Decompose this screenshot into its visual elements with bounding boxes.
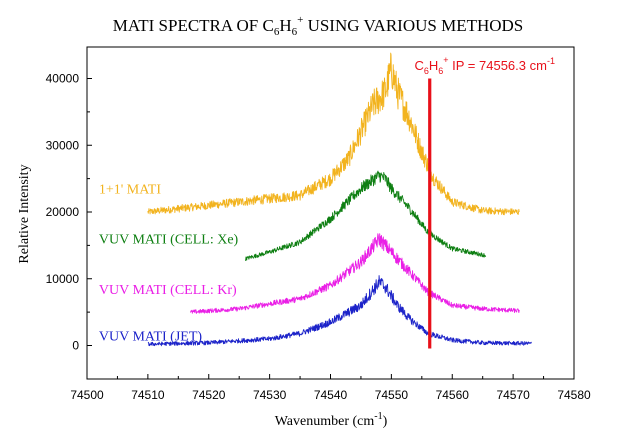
series-line-1	[244, 170, 487, 261]
chart-title-pre: MATI SPECTRA OF C	[113, 16, 274, 35]
y-tick-label-1: 10000	[46, 272, 80, 286]
series-layer	[147, 52, 532, 347]
y-axis-label: Relative Intensity	[17, 164, 32, 263]
x-tick-label-8: 74580	[557, 388, 591, 402]
x-tick-label-6: 74560	[436, 388, 470, 402]
x-tick-label-1: 74510	[131, 388, 165, 402]
ip-label-mid: H	[429, 58, 438, 73]
chart-title-post: USING VARIOUS METHODS	[303, 16, 523, 35]
x-tick-label-2: 74520	[192, 388, 226, 402]
ip-label-sub1: 6	[424, 66, 429, 76]
y-tick-label-4: 40000	[46, 72, 80, 86]
y-tick-label-3: 30000	[46, 138, 80, 152]
series-label-1: VUV MATI (CELL: Xe)	[99, 233, 239, 248]
x-axis-label-sup: -1	[374, 411, 382, 422]
chart-title-sup: +	[297, 14, 303, 26]
x-tick-label-0: 74500	[70, 388, 104, 402]
series-labels: 1+1' MATI VUV MATI (CELL: Xe) VUV MATI (CE…	[99, 183, 239, 345]
ip-label-pre: C	[414, 58, 423, 73]
series-line-2	[190, 233, 520, 314]
series-line-0	[147, 52, 520, 216]
x-axis-ticks: 74500 74510 74520 74530 74540 74550 74560 74570…	[70, 374, 591, 402]
x-axis-label: Wavenumber (cm-1)	[275, 411, 388, 429]
x-axis-label-post: )	[383, 414, 388, 429]
ip-label-sub2: 6	[438, 66, 443, 76]
chart-title-sub1: 6	[274, 26, 280, 38]
x-tick-label-7: 74570	[496, 388, 530, 402]
y-axis-ticks: 0 10000 20000 30000 40000	[46, 72, 92, 353]
ip-label-sup: +	[443, 55, 448, 65]
x-tick-label-5: 74550	[375, 388, 409, 402]
chart-title-sub2: 6	[292, 26, 298, 38]
series-label-2: VUV MATI (CELL: Kr)	[99, 283, 237, 298]
chart-title: MATI SPECTRA OF C6H6+ USING VARIOUS METH…	[113, 14, 524, 38]
y-tick-label-0: 0	[72, 339, 79, 353]
x-tick-label-3: 74530	[253, 388, 287, 402]
ip-label-post: IP = 74556.3 cm	[449, 58, 547, 73]
series-label-0: 1+1' MATI	[99, 183, 161, 198]
x-axis-label-pre: Wavenumber (cm	[275, 414, 375, 429]
x-tick-label-4: 74540	[314, 388, 348, 402]
chart-title-mid: H	[279, 16, 291, 35]
ip-marker-label: C6H6+ IP = 74556.3 cm-1	[414, 55, 555, 76]
series-line-3	[147, 275, 532, 347]
y-tick-label-2: 20000	[46, 205, 80, 219]
series-label-3: VUV MATI (JET)	[99, 329, 203, 344]
ip-label-sup2: -1	[547, 56, 555, 66]
